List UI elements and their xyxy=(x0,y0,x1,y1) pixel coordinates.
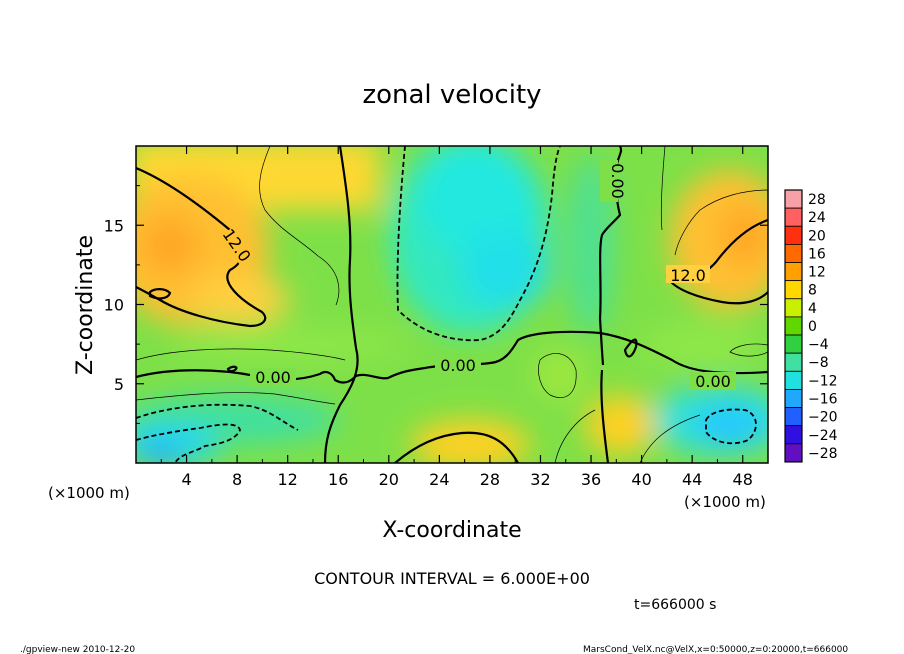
contour-lines-dashed xyxy=(136,146,757,463)
x-tick-label: 4 xyxy=(181,470,191,489)
colorbar-label: 8 xyxy=(808,283,817,299)
x-tick-label: 40 xyxy=(631,470,651,489)
contour-label-12-right: 12.0 xyxy=(670,266,706,285)
colorbar-label: −28 xyxy=(808,446,838,462)
colorbar-frame xyxy=(784,189,803,463)
colorbar-label: 4 xyxy=(808,301,817,317)
contour-label-0-c: 0.00 xyxy=(695,372,731,391)
chart-title: zonal velocity xyxy=(362,80,541,110)
colorbar-swatch xyxy=(784,280,803,300)
x-axis-ticks: 4 8 12 16 20 24 28 32 36 40 44 48 xyxy=(160,146,753,489)
colorbar-swatch xyxy=(784,425,803,445)
colorbar: 28 24 20 16 12 8 4 0 −4 −8 −12 −16 −20 −24 −28 xyxy=(784,189,838,463)
colorbar-swatch xyxy=(784,334,803,354)
x-tick-label: 28 xyxy=(480,470,500,489)
y-tick-label: 5 xyxy=(114,375,124,394)
x-tick-label: 48 xyxy=(733,470,753,489)
x-tick-label: 36 xyxy=(581,470,601,489)
time-label: t=666000 s xyxy=(634,597,716,613)
colorbar-label: 28 xyxy=(808,192,826,208)
contour-label-0-a: 0.00 xyxy=(255,368,291,387)
colorbar-swatch xyxy=(784,443,803,463)
y-tick-label: 10 xyxy=(104,296,124,315)
colorbar-swatch xyxy=(784,189,803,209)
colorbar-swatch xyxy=(784,316,803,336)
y-tick-label: 15 xyxy=(104,216,124,235)
y-axis-ticks: 5 10 15 xyxy=(104,185,768,424)
footer-left: ./gpview-new 2010-12-20 xyxy=(20,645,135,654)
x-tick-label: 24 xyxy=(429,470,449,489)
heatmap-field: 12.0 12.0 0.00 0.00 0.00 0.00 xyxy=(136,146,768,463)
x-tick-label: 44 xyxy=(682,470,702,489)
x-axis-unit-left: (×1000 m) xyxy=(48,484,130,502)
x-tick-label: 12 xyxy=(278,470,298,489)
colorbar-swatch xyxy=(784,243,803,263)
colorbar-swatch xyxy=(784,389,803,408)
x-tick-label: 32 xyxy=(530,470,550,489)
contour-label-0-d: 0.00 xyxy=(608,163,627,199)
y-axis-label: Z-coordinate xyxy=(73,235,98,375)
x-tick-label: 8 xyxy=(232,470,242,489)
colorbar-label: 0 xyxy=(808,319,817,335)
colorbar-label: −24 xyxy=(808,428,838,444)
colorbar-label: −16 xyxy=(808,391,838,407)
x-axis-unit-right: (×1000 m) xyxy=(684,493,766,511)
contour-lines-thin xyxy=(136,146,768,463)
contour-lines-thick xyxy=(136,146,768,463)
colorbar-label: −12 xyxy=(808,373,838,389)
x-tick-label: 16 xyxy=(328,470,348,489)
colorbar-label: −4 xyxy=(808,337,829,353)
colorbar-label: 12 xyxy=(808,265,826,281)
x-tick-label: 20 xyxy=(379,470,399,489)
x-axis-label: X-coordinate xyxy=(382,518,521,543)
colorbar-label: −8 xyxy=(808,355,829,371)
colorbar-label: −20 xyxy=(808,410,838,426)
contour-interval: CONTOUR INTERVAL = 6.000E+00 xyxy=(314,569,590,588)
footer-right: MarsCond_VelX.nc@VelX,x=0:50000,z=0:2000… xyxy=(583,645,848,654)
colorbar-swatch xyxy=(784,225,803,245)
colorbar-label: 16 xyxy=(808,246,826,262)
colorbar-swatch xyxy=(784,207,803,227)
colorbar-label: 24 xyxy=(808,210,826,226)
colorbar-swatch xyxy=(784,407,803,427)
colorbar-swatch xyxy=(784,298,803,318)
contour-labels: 12.0 12.0 0.00 0.00 0.00 0.00 xyxy=(219,160,736,391)
contour-label-0-b: 0.00 xyxy=(440,356,476,375)
colorbar-swatch xyxy=(784,370,803,390)
colorbar-label: 20 xyxy=(808,228,826,244)
colorbar-swatch xyxy=(784,262,803,282)
colorbar-swatch xyxy=(784,352,803,372)
